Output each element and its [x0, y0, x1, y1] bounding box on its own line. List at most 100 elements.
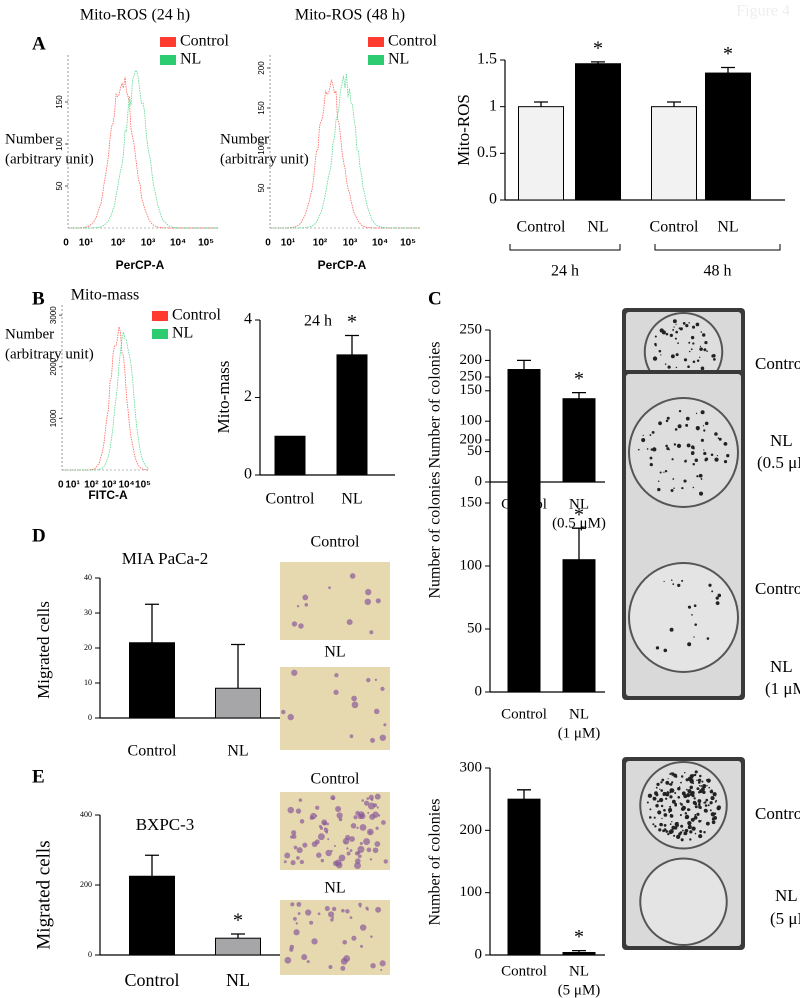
colony — [679, 813, 682, 817]
colony — [686, 793, 691, 798]
colony — [657, 810, 662, 815]
colony — [687, 642, 692, 647]
colony — [690, 335, 695, 340]
colony — [677, 583, 681, 588]
colony — [696, 812, 700, 816]
colony — [708, 786, 711, 789]
y-axis-label: Migrated cells — [34, 601, 53, 699]
colony — [674, 822, 679, 827]
colony — [700, 331, 703, 333]
x-tick-label: 0 — [58, 480, 64, 491]
stained-cell — [366, 908, 369, 911]
error-bar — [517, 359, 531, 370]
y-tick-label: 150 — [55, 95, 64, 109]
colony — [691, 782, 693, 784]
colony — [674, 428, 678, 431]
y-axis-label: Migrated cells — [33, 840, 54, 949]
stained-cell — [338, 817, 343, 822]
figure-label: Figure 4 — [736, 3, 790, 20]
y-tick-label: 1000 — [49, 409, 58, 427]
stained-cell — [383, 723, 387, 727]
stained-cell — [328, 911, 335, 918]
stained-cell — [351, 935, 357, 941]
stained-cell — [298, 623, 304, 629]
stained-cell — [287, 713, 294, 721]
x-tick-label: NL — [717, 219, 738, 236]
stained-cell — [346, 847, 349, 850]
y-tick-label: 0 — [489, 191, 497, 208]
stained-cell — [357, 813, 364, 820]
y-tick-label: 0 — [88, 950, 92, 959]
bar — [562, 559, 596, 693]
colony — [669, 805, 672, 808]
colony — [698, 473, 703, 478]
photo-label: (5 μM) — [770, 909, 800, 928]
stained-cell — [299, 819, 305, 824]
colony — [670, 795, 673, 798]
stained-cell — [369, 630, 374, 635]
colony — [706, 637, 710, 640]
colony — [684, 459, 687, 463]
y-tick-label: 50 — [55, 181, 64, 190]
colony — [688, 322, 690, 324]
colony — [692, 486, 695, 489]
stained-cell — [355, 858, 361, 864]
error-bar — [231, 933, 245, 939]
colony — [704, 458, 708, 462]
stained-cell — [374, 841, 381, 847]
colony — [680, 807, 685, 811]
colony — [671, 458, 674, 461]
stained-cell — [333, 844, 336, 847]
colony — [687, 821, 692, 826]
colony — [665, 332, 669, 336]
colony — [656, 800, 660, 803]
colony — [705, 821, 710, 826]
colony — [692, 782, 695, 785]
colony — [684, 772, 686, 774]
stained-cell — [335, 805, 342, 812]
stained-cell — [293, 917, 297, 921]
photo-label: NL — [324, 880, 345, 897]
colony — [662, 793, 665, 796]
y-tick-label: 0 — [475, 473, 483, 489]
colony — [699, 774, 702, 778]
colony — [681, 579, 684, 582]
colony — [657, 487, 661, 492]
error-bar — [345, 334, 359, 355]
stained-cell — [322, 821, 327, 826]
stained-cell — [299, 859, 304, 865]
colony — [668, 783, 671, 786]
colony — [649, 456, 653, 460]
x-tick-label: 10² — [84, 480, 99, 491]
colony — [675, 366, 678, 369]
colony — [691, 826, 696, 831]
photo-label: Control — [755, 354, 800, 373]
colony — [653, 797, 655, 799]
stained-cell — [364, 598, 372, 606]
colony — [723, 441, 728, 446]
colony — [665, 444, 668, 448]
colony — [693, 636, 695, 638]
colony — [713, 358, 716, 361]
colony — [703, 451, 707, 456]
bar — [215, 687, 261, 719]
colony — [672, 319, 677, 324]
stained-cell — [354, 862, 361, 870]
chart-title: Mito-mass — [71, 287, 139, 304]
colony — [704, 340, 708, 345]
stained-cell — [372, 811, 379, 818]
stained-cell — [284, 956, 292, 964]
error-bar — [517, 789, 531, 800]
stained-cell — [330, 918, 334, 922]
legend-swatch — [152, 329, 168, 339]
stained-cell — [366, 677, 371, 683]
group-bracket — [509, 244, 621, 251]
y-tick-label: 10 — [84, 678, 92, 687]
bar — [705, 72, 751, 201]
panel-label: C — [428, 288, 442, 309]
stained-cell — [380, 968, 383, 971]
significance-mark: * — [723, 43, 733, 65]
colony — [699, 347, 703, 351]
colony — [669, 333, 673, 337]
